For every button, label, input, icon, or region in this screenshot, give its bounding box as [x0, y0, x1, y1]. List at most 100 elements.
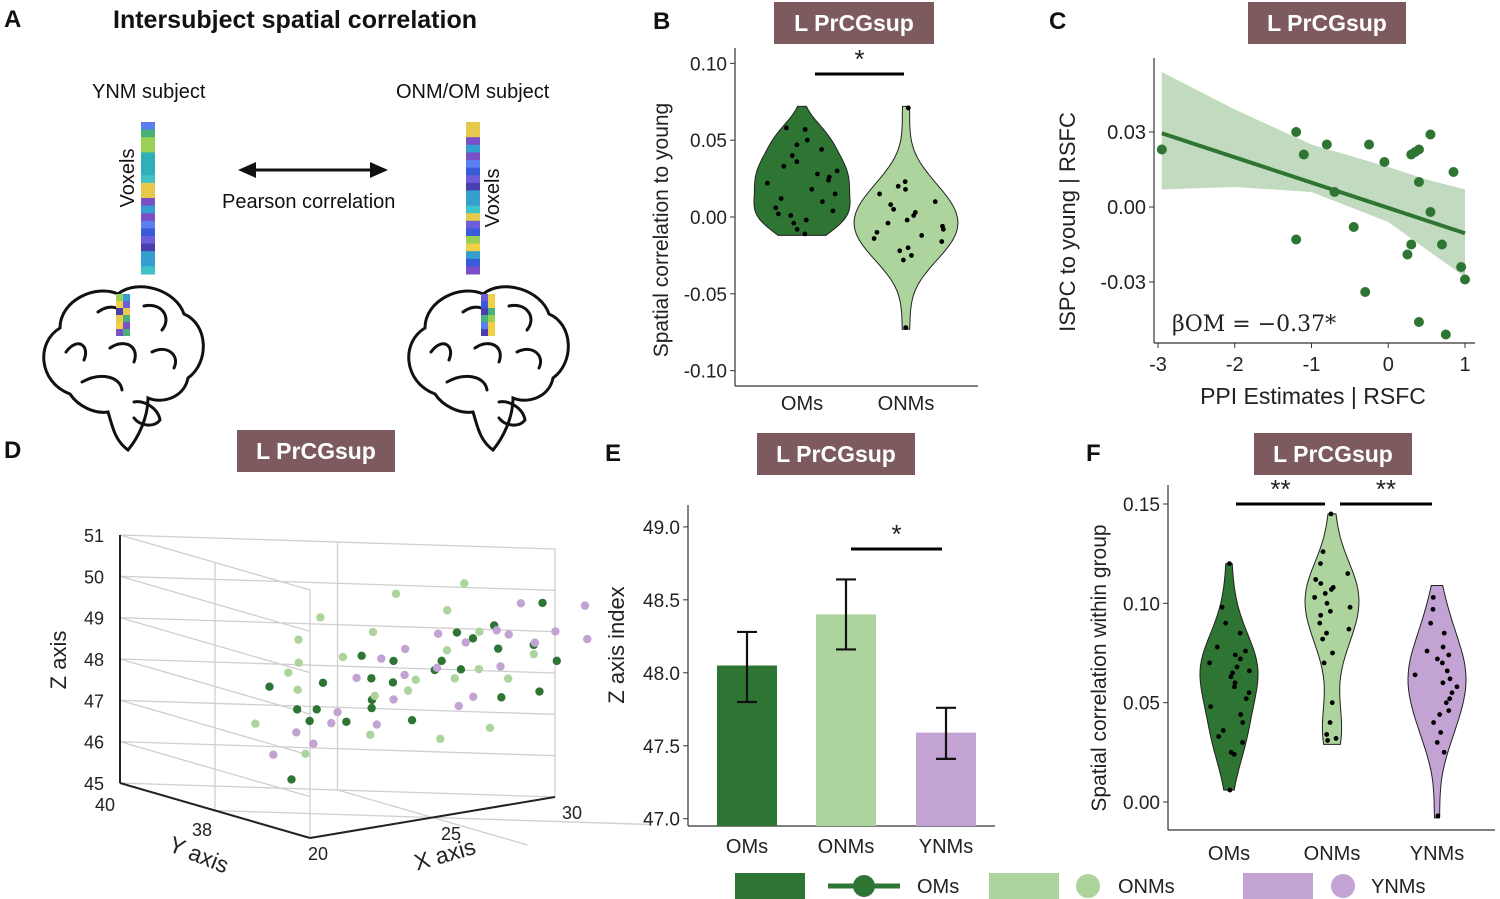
panel-d-z-tick-label: 47	[84, 691, 104, 711]
voxel-cell	[466, 205, 480, 214]
panel-d-point-ynms	[433, 629, 443, 638]
violin-point	[1412, 672, 1418, 678]
brain-voxel	[488, 322, 495, 329]
panel-c-point	[1440, 329, 1451, 340]
voxel-cell	[141, 160, 155, 169]
panel-d-y-tick-label: 38	[192, 820, 212, 840]
legend-om-marker	[853, 875, 875, 897]
violin-point	[1227, 561, 1232, 566]
panel-d-point-oms	[305, 716, 314, 726]
panel-d-point-onms	[474, 664, 484, 674]
panel-c-point	[1156, 144, 1167, 155]
panel-b-violin-oms	[753, 105, 851, 236]
violin-point	[1231, 751, 1237, 757]
panel-c-x-tick-label: -2	[1226, 354, 1244, 376]
panel-label-d: D	[4, 437, 22, 464]
panel-d-y-axis	[119, 782, 311, 839]
violin-point	[809, 186, 815, 192]
voxel-cell	[466, 198, 480, 207]
violin-point	[1447, 696, 1453, 702]
brain-voxel	[488, 315, 495, 322]
violin-point	[1444, 668, 1450, 674]
panel-d-point-onms	[294, 635, 303, 644]
panel-d-point-oms	[357, 651, 366, 661]
violin-point	[932, 199, 938, 205]
panel-d-point-oms	[452, 628, 462, 637]
violin-point	[802, 231, 808, 237]
panel-b-y-tick-label: -0.05	[684, 285, 727, 306]
panel-e-significance-label: *	[891, 519, 901, 549]
violin-point	[904, 217, 910, 223]
violin-point	[902, 179, 908, 185]
panel-d-point-oms	[388, 678, 398, 687]
violin-point	[794, 142, 800, 148]
voxel-cell	[141, 258, 155, 267]
brain-voxel	[116, 322, 123, 329]
brain-voxel	[481, 315, 488, 322]
panel-d-point-onms	[370, 691, 379, 701]
violin-point	[1324, 732, 1330, 737]
panel-c-point	[1456, 262, 1467, 272]
panel-c-point	[1425, 129, 1436, 140]
panel-c-x-tick-label: 1	[1459, 354, 1470, 376]
panel-f-y-tick-label: 0.15	[1123, 495, 1160, 516]
legend-onm-label: ONMs	[1118, 876, 1175, 898]
onm-om-subject-label: ONM/OM subject	[396, 81, 550, 103]
violin-point	[1227, 787, 1233, 793]
brain-voxel	[123, 308, 130, 315]
voxels-label-left: Voxels	[117, 148, 139, 208]
violin-point	[909, 253, 914, 258]
violin-point	[1240, 740, 1245, 745]
panel-c-point	[1460, 274, 1470, 285]
brain-voxel	[488, 301, 495, 308]
voxel-cell	[466, 228, 480, 237]
panel-c-point	[1402, 249, 1413, 260]
panel-b-violin-onms	[853, 105, 959, 330]
violin-point	[939, 239, 945, 244]
brain-voxel	[123, 329, 130, 336]
violin-point	[1435, 656, 1440, 662]
panel-c-x-tick-label: -3	[1149, 354, 1167, 376]
panel-d-point-onms	[368, 627, 378, 637]
brain-icon-onm	[407, 285, 570, 453]
voxel-cell	[466, 251, 480, 260]
panel-d-point-ynms	[551, 627, 560, 636]
violin-point	[776, 211, 781, 217]
ynm-subject-label: YNM subject	[92, 81, 206, 103]
violin-point	[802, 127, 808, 132]
violin-point	[826, 177, 831, 183]
voxel-cell	[466, 182, 480, 191]
violin-point	[903, 325, 909, 331]
panel-e-y-tick-label: 48.5	[643, 591, 680, 612]
panel-c-point	[1406, 239, 1417, 250]
violin-point	[905, 105, 911, 111]
violin-point	[815, 171, 820, 177]
panel-d-y-tick-label: 40	[95, 795, 115, 815]
panel-d-z-tick-label: 45	[84, 774, 104, 794]
arrow-head-left	[238, 162, 256, 178]
violin-point	[788, 213, 794, 218]
brain-voxel	[481, 294, 488, 301]
panel-e-x-tick-label: OMs	[726, 836, 768, 858]
violin-point	[1347, 604, 1353, 610]
panel-c-point	[1291, 234, 1302, 245]
violin-point	[784, 125, 789, 131]
violin-point	[1237, 656, 1243, 662]
violin-point	[1232, 652, 1238, 658]
violin-point	[1321, 660, 1327, 666]
panel-d-x-tick-label: 30	[562, 803, 582, 823]
panel-d-x-tick-label: 20	[308, 844, 328, 864]
violin-point	[911, 213, 917, 218]
panel-f-title-badge: L PrCGsup	[1254, 433, 1412, 475]
panel-c-point	[1425, 207, 1436, 217]
violin-point	[804, 137, 810, 143]
voxel-cell	[466, 144, 480, 153]
violin-point	[1318, 581, 1324, 586]
panel-d-point-onms	[460, 579, 469, 588]
panel-d-point-onms	[294, 658, 303, 667]
violin-point	[1329, 700, 1335, 706]
brain-voxel	[116, 294, 123, 301]
violin-point	[819, 147, 824, 152]
panel-b-x-tick-label: OMs	[781, 393, 823, 415]
panel-a-title: Intersubject spatial correlation	[113, 6, 477, 34]
